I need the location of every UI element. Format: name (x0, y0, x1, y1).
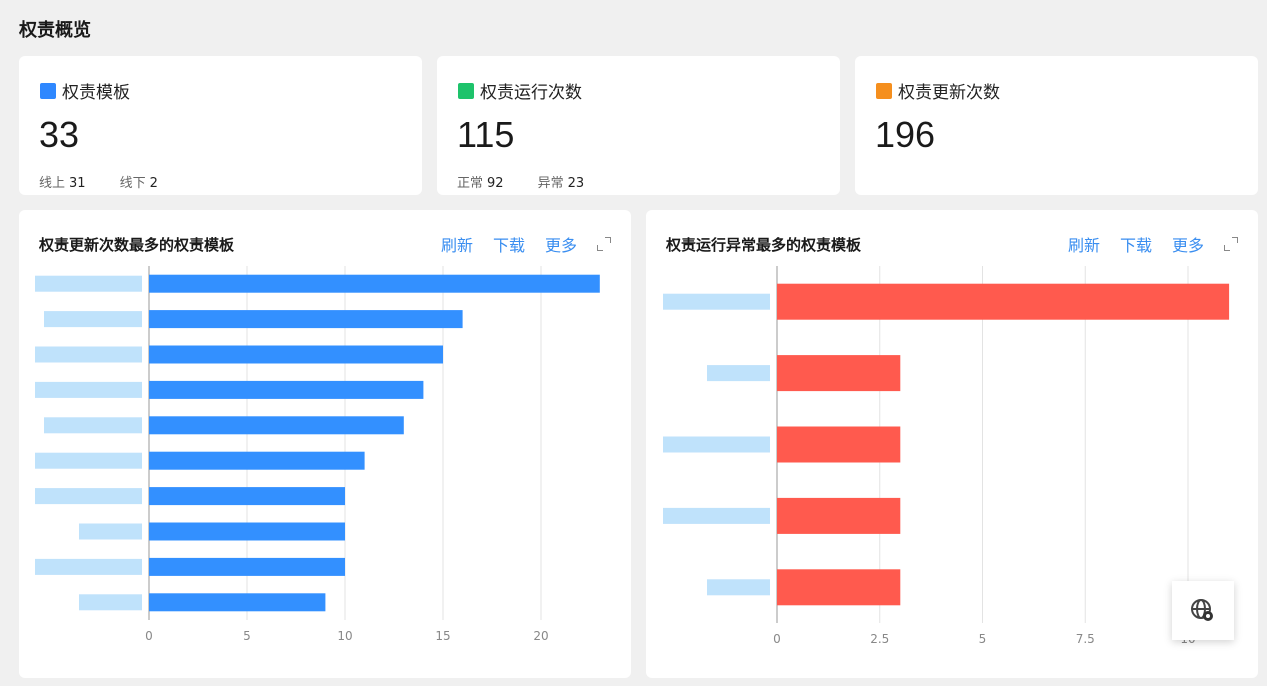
x-tick-label: 0 (145, 629, 153, 643)
abnormal-chart-panel: 权责运行异常最多的权责模板 刷新 下载 更多 02.557.510 (646, 210, 1258, 678)
chart-title: 权责运行异常最多的权责模板 (666, 236, 862, 254)
bar (777, 426, 901, 463)
category-label-redacted (663, 293, 770, 310)
abnormal-bar-chart: 02.557.510 (663, 266, 1230, 646)
stat-sub-value: 2 (149, 176, 158, 191)
refresh-button[interactable]: 刷新 (1067, 236, 1100, 255)
stat-sub-label: 线上 (39, 176, 66, 191)
category-label-redacted (35, 558, 142, 575)
stat-card: 权责更新次数 196 (855, 56, 1258, 195)
refresh-button[interactable]: 刷新 (440, 236, 473, 255)
stat-sub-label: 线下 (119, 176, 146, 191)
bar (149, 593, 326, 612)
stat-sub: 正常 92 (457, 172, 504, 191)
category-label-redacted (44, 311, 142, 328)
bar (777, 283, 1230, 320)
bar (149, 345, 443, 364)
update-icon (876, 82, 892, 99)
stat-card: 权责运行次数 115 正常 92 异常 23 (437, 56, 840, 195)
bar (149, 416, 404, 435)
category-label-redacted (663, 436, 770, 453)
chart-title: 权责更新次数最多的权责模板 (39, 236, 235, 254)
template-icon (40, 82, 56, 99)
x-tick-label: 7.5 (1076, 632, 1095, 646)
update-chart-panel: 权责更新次数最多的权责模板 刷新 下载 更多 0 5 10 15 20 (19, 210, 631, 678)
category-label-redacted (35, 488, 142, 505)
download-button[interactable]: 下载 (1119, 236, 1152, 255)
x-tick-label: 5 (243, 629, 251, 643)
language-settings-button[interactable] (1172, 581, 1234, 640)
bar (149, 522, 345, 541)
category-label-redacted (79, 523, 142, 540)
bar (149, 557, 345, 576)
expand-icon[interactable] (1224, 237, 1238, 251)
download-button[interactable]: 下载 (492, 236, 525, 255)
stat-sub: 异常 23 (538, 172, 585, 191)
bar (777, 569, 901, 606)
category-label-redacted (663, 507, 770, 524)
category-label-redacted (44, 417, 142, 434)
x-tick-label: 2.5 (870, 632, 889, 646)
stat-card: 权责模板 33 线上 31 线下 2 (19, 56, 422, 195)
page-title: 权责概览 (19, 20, 91, 41)
expand-icon[interactable] (597, 237, 611, 251)
bar (777, 355, 901, 392)
bar (149, 380, 424, 399)
monitor-icon (458, 82, 474, 99)
stat-value: 33 (39, 114, 80, 155)
category-label-redacted (35, 381, 142, 398)
bar (149, 451, 365, 470)
category-label-redacted (35, 275, 142, 292)
bar (149, 310, 463, 329)
stat-sub: 线下 2 (120, 172, 158, 191)
x-tick-label: 0 (773, 632, 781, 646)
bar (777, 497, 901, 534)
stat-sub-value: 31 (69, 176, 86, 191)
category-label-redacted (707, 365, 770, 382)
stat-label: 权责更新次数 (898, 83, 1000, 103)
category-label-redacted (35, 346, 142, 363)
x-tick-label: 20 (533, 629, 548, 643)
category-label-redacted (79, 594, 142, 611)
stat-sub-label: 异常 (537, 176, 564, 191)
bar (149, 274, 600, 293)
update-bar-chart: 0 5 10 15 20 (35, 266, 600, 643)
stat-label: 权责模板 (62, 83, 130, 103)
more-button[interactable]: 更多 (544, 236, 577, 255)
bar (149, 487, 345, 506)
more-button[interactable]: 更多 (1171, 236, 1204, 255)
x-tick-label: 10 (337, 629, 352, 643)
category-label-redacted (707, 579, 770, 596)
stat-sub: 线上 31 (39, 172, 86, 191)
x-tick-label: 15 (435, 629, 450, 643)
globe-gear-icon (1191, 598, 1213, 621)
stat-label: 权责运行次数 (480, 83, 582, 103)
stat-value: 115 (457, 114, 515, 155)
x-tick-label: 5 (979, 632, 987, 646)
stat-value: 196 (875, 114, 936, 155)
stat-sub-value: 23 (567, 176, 585, 191)
category-label-redacted (35, 452, 142, 469)
stat-sub-value: 92 (487, 176, 504, 191)
stat-sub-label: 正常 (457, 176, 484, 191)
